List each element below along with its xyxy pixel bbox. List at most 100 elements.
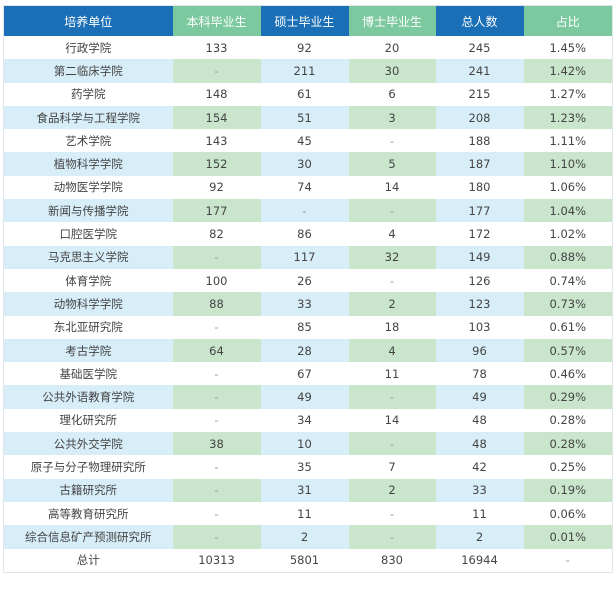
cell-doctor: 830 — [381, 553, 403, 568]
table-row: 考古学院 64 28 4 96 0.57% — [3, 338, 613, 363]
cell-undergrad: 38 — [172, 432, 261, 456]
cell-undergrad: 82 — [209, 227, 224, 242]
cell-ratio: 1.04% — [523, 199, 613, 223]
cell-unit: 古籍研究所 — [3, 478, 173, 502]
cell-total: 149 — [435, 245, 524, 269]
cell-undergrad: - — [172, 385, 261, 409]
cell-total: 123 — [435, 292, 524, 316]
cell-master: 35 — [297, 459, 312, 474]
cell-total: 11 — [472, 506, 487, 521]
cell-total: 241 — [435, 59, 524, 83]
table-row: 动物科学学院 88 33 2 123 0.73% — [3, 292, 613, 316]
cell-master: 51 — [260, 105, 349, 130]
cell-master: 86 — [297, 227, 312, 242]
header-master: 硕士毕业生 — [260, 5, 349, 36]
cell-undergrad: - — [214, 320, 219, 335]
cell-doctor: 5 — [348, 152, 436, 176]
cell-ratio: 1.10% — [523, 152, 613, 176]
cell-doctor: 4 — [388, 227, 396, 242]
cell-total: 49 — [435, 385, 524, 409]
table-row: 原子与分子物理研究所 - 35 7 42 0.25% — [4, 455, 613, 478]
cell-doctor: - — [348, 525, 436, 549]
cell-total: 78 — [472, 366, 487, 381]
cell-doctor: - — [348, 432, 436, 456]
cell-ratio: 0.01% — [523, 525, 613, 549]
cell-total: 172 — [468, 227, 491, 242]
cell-unit: 行政学院 — [65, 40, 112, 55]
cell-total: 96 — [435, 338, 524, 363]
cell-ratio: 0.25% — [549, 459, 587, 474]
cell-undergrad: 133 — [205, 40, 228, 55]
cell-undergrad: - — [172, 245, 261, 269]
cell-unit: 食品科学与工程学院 — [3, 105, 173, 130]
cell-undergrad: 10313 — [198, 553, 235, 568]
cell-unit: 基础医学院 — [59, 366, 118, 381]
cell-ratio: 0.29% — [523, 385, 613, 409]
cell-master: 211 — [260, 59, 349, 83]
cell-master: 26 — [297, 273, 312, 288]
cell-undergrad: - — [172, 478, 261, 502]
cell-undergrad: - — [172, 525, 261, 549]
cell-total: 2 — [435, 525, 524, 549]
cell-master: 67 — [297, 366, 312, 381]
cell-undergrad: 152 — [172, 152, 261, 176]
table-row: 艺术学院 143 45 - 188 1.11% — [4, 129, 613, 152]
cell-total: 126 — [468, 273, 491, 288]
cell-total: 48 — [435, 432, 524, 456]
table-row: 行政学院 133 92 20 245 1.45% — [4, 36, 613, 59]
cell-ratio: 0.28% — [549, 413, 587, 428]
cell-total: 188 — [468, 133, 491, 148]
table-row: 口腔医学院 82 86 4 172 1.02% — [4, 222, 613, 245]
cell-unit: 第二临床学院 — [3, 59, 173, 83]
cell-ratio: 0.61% — [549, 320, 587, 335]
cell-ratio: - — [565, 553, 570, 568]
cell-unit: 高等教育研究所 — [48, 506, 129, 521]
cell-unit: 原子与分子物理研究所 — [30, 459, 146, 474]
cell-doctor: 18 — [384, 320, 400, 335]
cell-master: 49 — [260, 385, 349, 409]
cell-undergrad: 92 — [209, 180, 224, 195]
cell-ratio: 0.73% — [523, 292, 613, 316]
cell-undergrad: 177 — [172, 199, 261, 223]
cell-undergrad: 154 — [172, 105, 261, 130]
table-row: 动物医学学院 92 74 14 180 1.06% — [4, 176, 613, 199]
cell-undergrad: - — [214, 413, 219, 428]
cell-master: - — [260, 199, 349, 223]
table-row: 新闻与传播学院 177- -177 1.04% — [3, 199, 613, 223]
cell-unit: 植物科学学院 — [3, 152, 173, 176]
cell-ratio: 0.06% — [549, 506, 587, 521]
table-row: 古籍研究所 -31 2 33 0.19% — [3, 478, 613, 502]
cell-unit: 动物科学学院 — [3, 292, 173, 316]
cell-doctor: 14 — [384, 413, 400, 428]
cell-unit: 总计 — [76, 553, 100, 568]
cell-unit: 马克思主义学院 — [3, 245, 173, 269]
table-row: 东北亚研究院 - 85 18 103 0.61% — [4, 316, 613, 339]
cell-doctor: 20 — [384, 40, 400, 55]
table-row: 公共外语教育学院 -49-49 0.29% — [3, 385, 613, 409]
cell-unit: 药学院 — [71, 87, 106, 102]
cell-undergrad: - — [214, 506, 219, 521]
cell-master: 85 — [297, 320, 312, 335]
cell-total: 187 — [435, 152, 524, 176]
cell-ratio: 1.11% — [549, 133, 587, 148]
cell-doctor: 11 — [384, 366, 400, 381]
cell-ratio: 0.57% — [523, 338, 613, 363]
cell-master: 34 — [297, 413, 312, 428]
table-row: 基础医学院 - 67 11 78 0.46% — [4, 362, 613, 385]
cell-doctor: 3 — [348, 105, 436, 130]
cell-unit: 新闻与传播学院 — [3, 199, 173, 223]
cell-doctor: - — [348, 385, 436, 409]
cell-undergrad: 100 — [205, 273, 228, 288]
cell-doctor: 6 — [388, 87, 396, 102]
header-unit: 培养单位 — [3, 5, 173, 36]
cell-total: 42 — [472, 459, 487, 474]
cell-total: 103 — [468, 320, 491, 335]
cell-undergrad: 143 — [205, 133, 228, 148]
cell-unit: 口腔医学院 — [59, 227, 118, 242]
cell-unit: 体育学院 — [65, 273, 112, 288]
cell-doctor: 32 — [348, 245, 436, 269]
cell-total: 16944 — [461, 553, 498, 568]
header-total: 总人数 — [435, 5, 524, 36]
table-row: 食品科学与工程学院 154 51 3 208 1.23% — [3, 105, 613, 130]
cell-master: 10 — [260, 432, 349, 456]
